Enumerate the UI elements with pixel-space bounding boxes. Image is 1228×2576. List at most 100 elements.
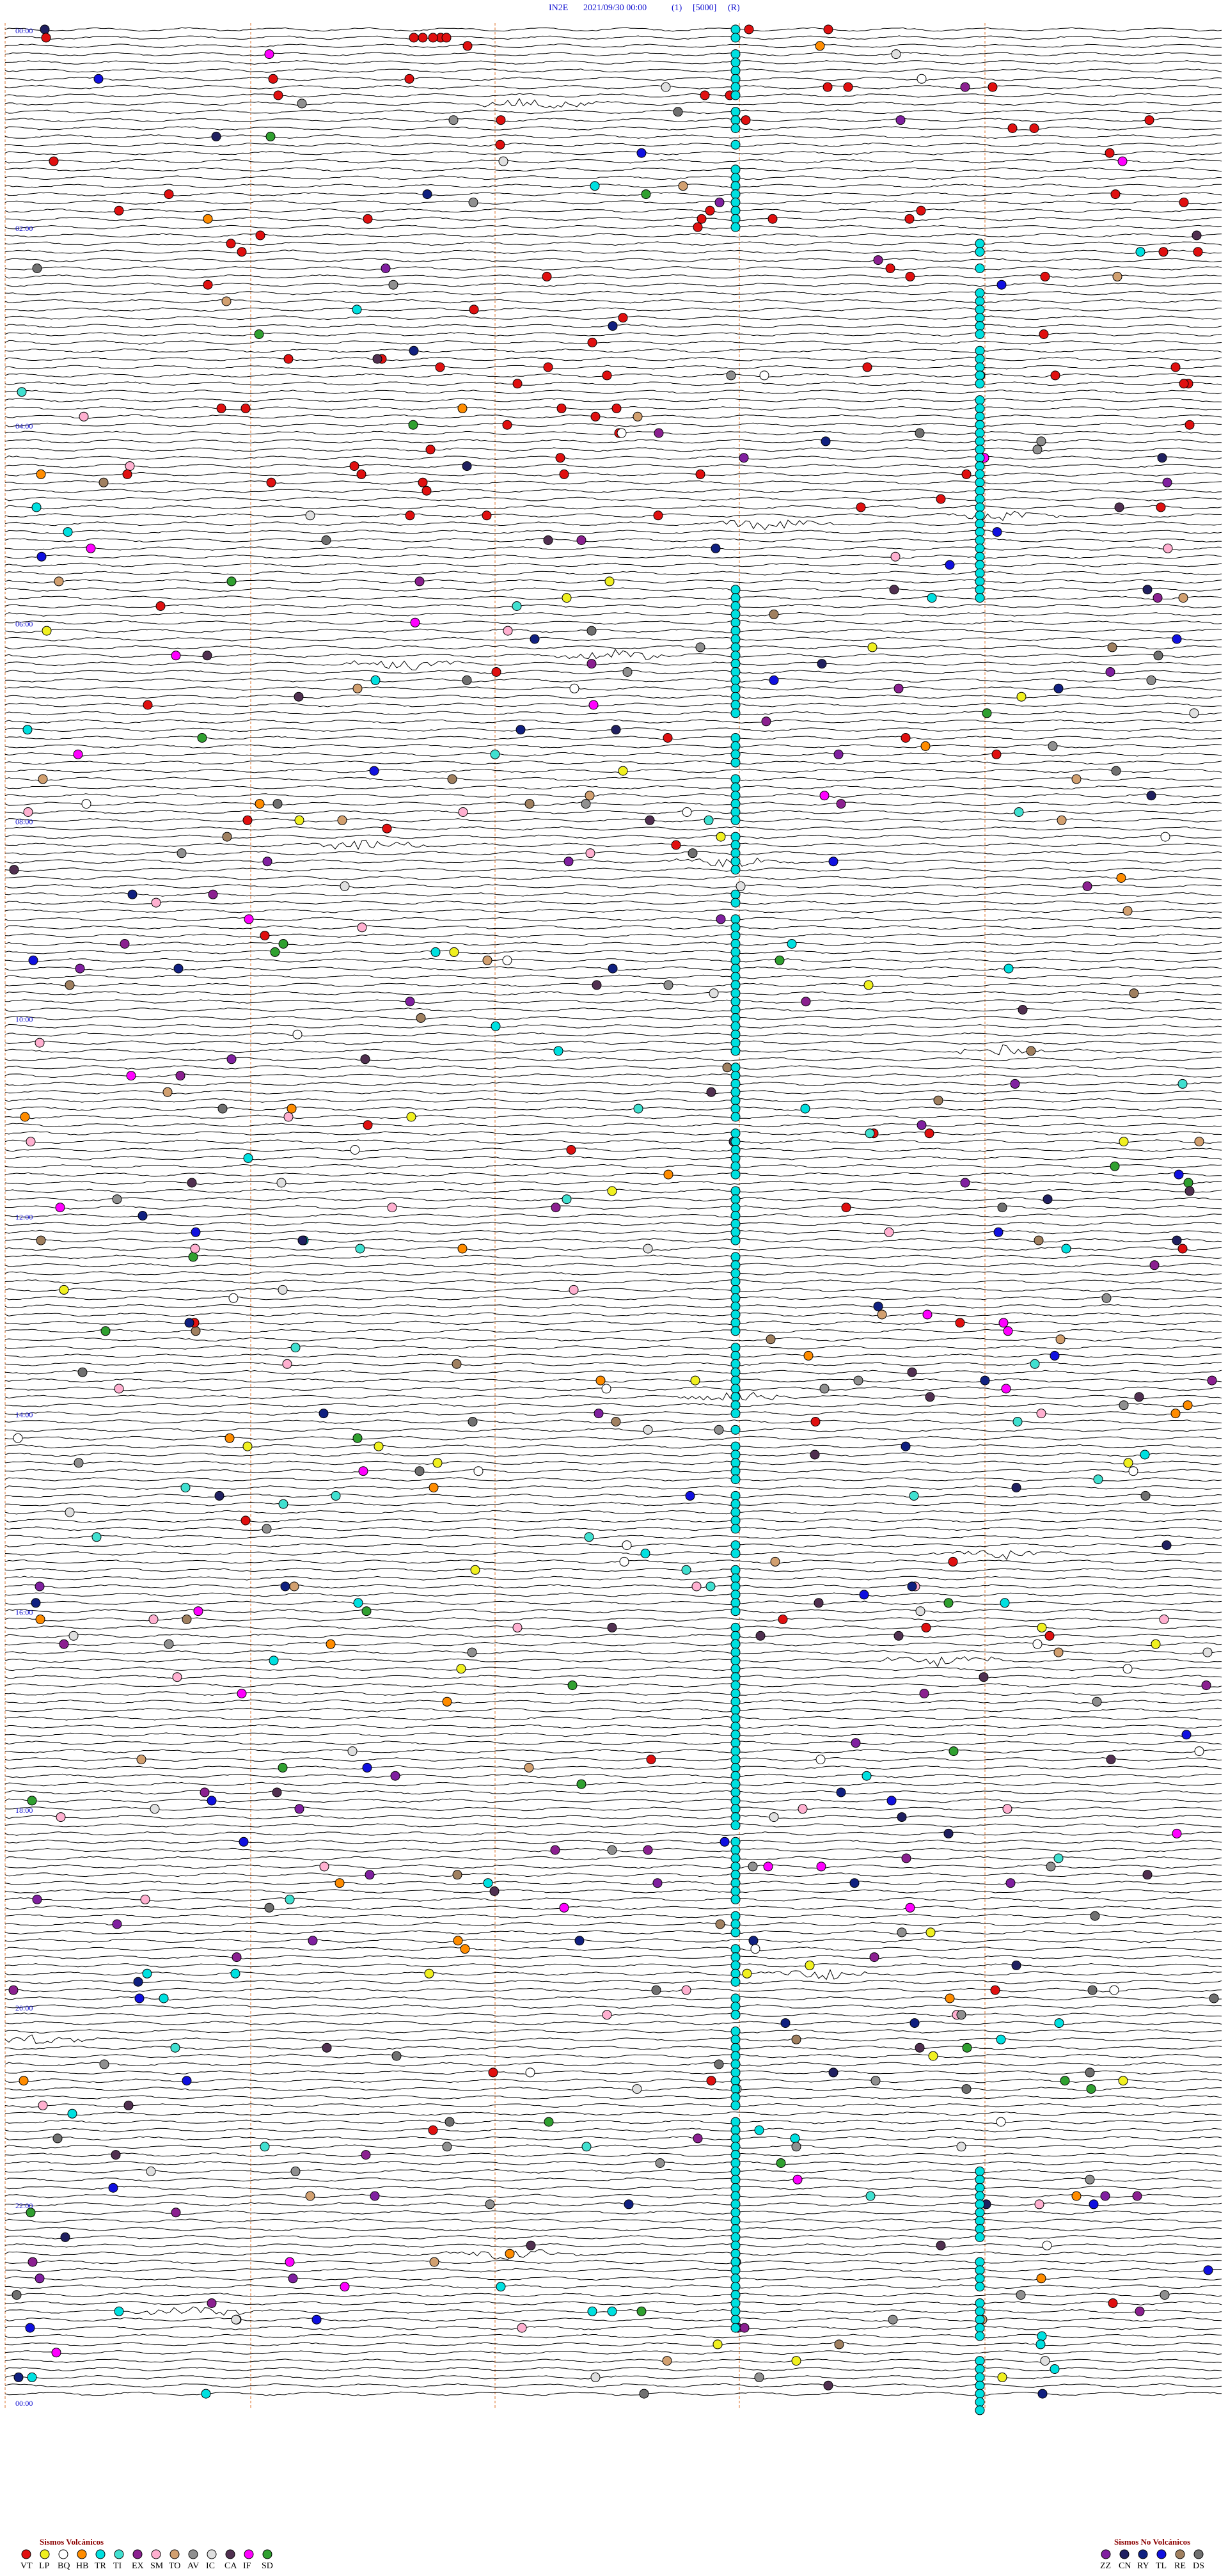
- trace: [4, 2160, 1222, 2166]
- event-marker: [730, 691, 741, 702]
- trace: [4, 1271, 1222, 1276]
- trace: [4, 398, 1222, 402]
- trace: [4, 282, 1222, 287]
- trace: [4, 810, 1222, 814]
- trace: [4, 1782, 1222, 1787]
- event-marker: [418, 477, 428, 487]
- event-marker: [891, 49, 901, 59]
- event-marker: [150, 1804, 160, 1814]
- event-marker: [730, 1787, 741, 1798]
- event-marker: [815, 1755, 826, 1764]
- trace: [4, 999, 1222, 1004]
- event-marker: [996, 2034, 1006, 2044]
- event-marker: [164, 1639, 174, 1649]
- event-marker: [73, 749, 83, 759]
- trace: [4, 686, 1222, 691]
- event-marker: [217, 1103, 228, 1114]
- trace: [4, 1044, 1222, 1055]
- event-marker: [730, 1169, 741, 1180]
- event-marker: [767, 214, 778, 224]
- event-marker: [801, 997, 811, 1007]
- event-marker: [975, 2273, 985, 2284]
- event-marker: [305, 510, 315, 521]
- event-marker: [322, 2043, 332, 2053]
- datetime: 2021/09/30 00:00: [583, 3, 647, 13]
- event-marker: [1185, 1186, 1195, 1196]
- trace: [4, 1139, 1222, 1144]
- event-marker: [1003, 1326, 1013, 1336]
- event-marker: [421, 486, 432, 496]
- event-marker: [730, 1755, 741, 1764]
- event-marker: [1089, 2199, 1099, 2209]
- trace: [4, 1304, 1222, 1309]
- event-marker: [1160, 832, 1170, 842]
- event-marker: [893, 1631, 904, 1641]
- event-marker: [730, 2034, 741, 2044]
- event-marker: [901, 733, 911, 743]
- event-marker: [1035, 2339, 1046, 2350]
- trace: [4, 109, 1222, 115]
- legend-marker: [1119, 2549, 1130, 2559]
- trace: [4, 175, 1222, 180]
- event-marker: [730, 1672, 741, 1682]
- legend-label: CN: [1119, 2561, 1131, 2571]
- event-marker: [265, 131, 276, 141]
- event-marker: [980, 1375, 990, 1386]
- event-marker: [27, 2372, 37, 2382]
- event-marker: [1061, 1244, 1071, 1254]
- event-marker: [408, 420, 418, 430]
- event-marker: [372, 354, 382, 364]
- event-marker: [755, 1631, 766, 1641]
- event-marker: [975, 411, 985, 422]
- event-marker: [1055, 1334, 1066, 1345]
- event-marker: [895, 115, 906, 125]
- trace: [4, 1065, 1222, 1070]
- event-marker: [920, 741, 931, 751]
- event-marker: [730, 2232, 741, 2242]
- event-marker: [81, 799, 91, 809]
- event-marker: [997, 2372, 1007, 2382]
- event-marker: [726, 370, 736, 381]
- event-marker: [340, 881, 350, 891]
- event-marker: [404, 74, 414, 84]
- event-marker: [1053, 1853, 1064, 1863]
- event-marker: [775, 955, 785, 965]
- event-marker: [730, 1161, 741, 1171]
- event-marker: [232, 1952, 242, 1963]
- event-marker: [585, 791, 595, 801]
- event-marker: [730, 832, 741, 842]
- trace: [4, 2325, 1222, 2330]
- event-marker: [869, 1952, 879, 1963]
- event-marker: [114, 2306, 124, 2316]
- event-marker: [594, 1409, 604, 1419]
- event-marker: [730, 1277, 741, 1286]
- event-marker: [270, 947, 280, 957]
- event-marker: [164, 189, 174, 200]
- event-marker: [208, 889, 218, 899]
- event-marker: [730, 651, 741, 661]
- hour-label: 12:00: [15, 1213, 33, 1222]
- event-marker: [993, 1227, 1004, 1237]
- event-marker: [851, 1738, 861, 1748]
- event-marker: [833, 749, 844, 759]
- event-marker: [730, 1911, 741, 1921]
- event-marker: [865, 1128, 875, 1139]
- trace: [4, 35, 1222, 40]
- event-marker: [1177, 1079, 1188, 1089]
- event-marker: [1082, 881, 1092, 891]
- trace: [4, 1856, 1222, 1861]
- event-marker: [1012, 1417, 1023, 1426]
- event-marker: [730, 2290, 741, 2300]
- trace: [4, 1221, 1222, 1226]
- trace: [4, 711, 1222, 716]
- trace: [4, 2227, 1222, 2232]
- event-marker: [171, 2208, 181, 2218]
- trace: [4, 1666, 1222, 1671]
- event-marker: [730, 815, 741, 825]
- legend-marker: [1175, 2549, 1185, 2559]
- event-marker: [611, 1417, 621, 1426]
- mode: (R): [728, 3, 740, 13]
- event-marker: [730, 2240, 741, 2250]
- event-marker: [975, 2364, 985, 2374]
- trace: [4, 1518, 1222, 1523]
